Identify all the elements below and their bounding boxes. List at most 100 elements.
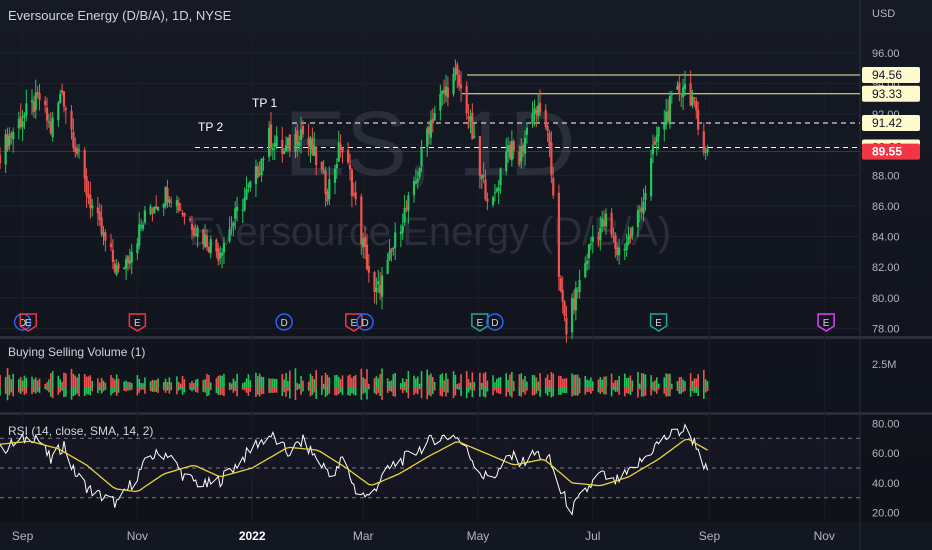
volume-bar — [665, 373, 667, 387]
volume-bar — [452, 387, 455, 398]
volume-bar — [704, 387, 707, 393]
candle-body — [523, 137, 527, 154]
volume-bar — [8, 375, 11, 387]
currency-label: USD — [872, 8, 895, 20]
volume-bar — [110, 375, 112, 387]
candle-body — [6, 133, 9, 150]
volume-bar — [102, 380, 105, 387]
volume-bar — [614, 380, 617, 387]
volume-panel-title[interactable]: Buying Selling Volume (1) — [8, 345, 145, 359]
candle-body — [495, 189, 498, 192]
candle-body — [164, 187, 167, 206]
dividend-event-icon[interactable] — [275, 313, 293, 331]
candle-body — [552, 178, 555, 196]
candle-body — [335, 164, 338, 169]
volume-bar — [113, 379, 116, 387]
volume-bar — [394, 372, 396, 387]
volume-bar — [558, 375, 560, 387]
volume-bar — [605, 376, 607, 387]
volume-bar — [25, 377, 28, 387]
volume-bar — [112, 387, 114, 394]
volume-bar — [76, 387, 78, 394]
volume-bar — [377, 378, 380, 387]
earnings-event-icon[interactable] — [128, 313, 147, 332]
volume-bar — [479, 372, 481, 387]
candle-body — [459, 84, 463, 89]
volume-bar — [177, 381, 180, 387]
candle-body — [392, 247, 395, 249]
volume-bar — [697, 374, 699, 387]
candle-body — [506, 145, 510, 152]
volume-bar — [480, 387, 483, 390]
volume-bar — [537, 381, 540, 387]
volume-bar — [72, 373, 75, 387]
candle-body — [140, 225, 143, 227]
event-markers[interactable]: DE E D E D E D E E — [13, 313, 835, 332]
candle-body — [64, 108, 67, 111]
volume-bar — [465, 387, 468, 399]
volume-bar — [697, 387, 699, 397]
volume-bar — [640, 387, 643, 397]
volume-bar — [217, 387, 220, 395]
candle-body — [281, 139, 284, 154]
tp1-label: TP 1 — [252, 96, 277, 110]
volume-bar — [469, 382, 472, 387]
volume-bar — [289, 387, 291, 399]
earnings-event-icon[interactable] — [19, 313, 37, 332]
volume-bar — [196, 387, 199, 393]
volume-bar — [693, 387, 696, 394]
volume-bar — [366, 387, 368, 400]
volume-bar — [236, 387, 238, 397]
symbol-title[interactable]: Eversource Energy (D/B/A), 1D, NYSE — [8, 8, 232, 23]
candle-body — [220, 252, 224, 256]
volume-bar — [349, 374, 351, 387]
volume-bar — [70, 368, 73, 387]
dividend-event-icon[interactable] — [486, 313, 504, 331]
volume-bar — [433, 382, 436, 387]
volume-bar — [655, 387, 658, 394]
volume-bar — [228, 387, 231, 391]
volume-bar — [50, 373, 52, 387]
candle-body — [405, 207, 408, 209]
volume-bar — [443, 380, 445, 387]
candle-body — [141, 224, 145, 229]
volume-tick: 2.5M — [872, 359, 896, 371]
candle-body — [704, 151, 707, 153]
earnings-event-icon[interactable] — [817, 313, 835, 332]
rsi-panel-title[interactable]: RSI (14, close, SMA, 14, 2) — [8, 424, 153, 438]
earnings-event-icon[interactable] — [649, 313, 668, 332]
volume-bar — [164, 378, 167, 387]
volume-bar — [0, 374, 1, 387]
candle-body — [365, 244, 369, 270]
volume-bar — [76, 377, 78, 387]
candle-body — [625, 242, 628, 250]
volume-bar — [57, 387, 60, 395]
volume-bar — [59, 387, 62, 393]
volume-bar — [23, 375, 26, 387]
candle-body — [508, 144, 512, 158]
candle-body — [676, 85, 679, 90]
earnings-event-icon[interactable] — [345, 313, 363, 332]
candle-body — [657, 127, 660, 137]
volume-bar — [511, 371, 513, 387]
volume-bar — [467, 387, 470, 393]
volume-bar — [550, 372, 553, 387]
volume-bar — [576, 374, 579, 387]
candle-body — [691, 96, 694, 105]
price-tick-label: 96.00 — [872, 48, 900, 60]
volume-bar — [125, 380, 127, 387]
candle-body — [471, 112, 474, 140]
time-tick-label: 2022 — [239, 529, 266, 543]
earnings-event-icon[interactable] — [471, 313, 489, 332]
volume-bar — [83, 387, 86, 397]
candle-body — [0, 154, 2, 164]
candle-body — [311, 137, 314, 155]
volume-bar — [287, 387, 289, 392]
candle-body — [427, 127, 431, 135]
volume-bar — [364, 387, 366, 393]
volume-bar — [605, 387, 607, 395]
dividend-event-icon[interactable] — [356, 313, 374, 331]
volume-bar — [339, 387, 342, 393]
volume-bar — [482, 387, 485, 397]
volume-bar — [142, 387, 144, 390]
